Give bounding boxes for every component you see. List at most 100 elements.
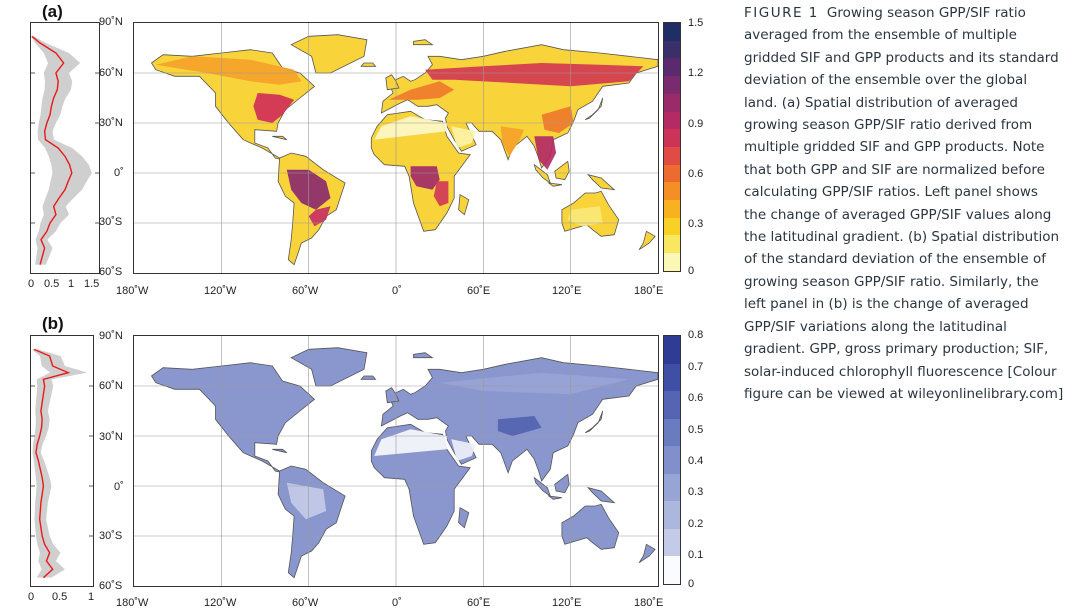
panel-b-colorbar [663,335,681,585]
map-region-congo [410,166,440,190]
colorbar-label: 0.1 [688,549,704,561]
colorbar-label: 0.2 [688,518,704,530]
lon-tick: 0˚ [392,597,402,609]
map-region-south-brazil [308,206,331,227]
land-newGuinea [586,173,616,191]
x-tick: 0.5 [52,591,68,603]
graticule [134,336,658,586]
land-japan [584,97,604,121]
land-cuba [272,135,288,141]
lat-tick: 90˚N [99,330,123,342]
map-region-central-asia [497,416,542,436]
map-region-arabia [451,439,477,461]
land-southAmerica [277,465,346,579]
lon-tick: 180˚W [116,285,149,297]
map-region-australia-inland [567,206,603,227]
lon-tick: 120˚W [204,597,237,609]
map-region-east-africa [433,181,449,207]
lon-tick: 180˚W [116,597,149,609]
colorbar-label: 0.6 [688,392,704,404]
colorbar-label: 0.8 [688,329,704,341]
lon-tick: 60˚W [292,597,319,609]
colorbar-segment [664,129,680,147]
lat-tick: 30˚S [99,216,123,228]
colorbar-segment [664,23,680,41]
map-region-siberia [425,63,644,87]
map-region-northern-belt [155,56,302,85]
colorbar-segment [664,473,680,502]
x-tick: 1 [68,278,75,290]
land-madagascar [458,507,470,529]
colorbar-label: 0.3 [688,218,704,230]
mean-profile-line [33,348,71,579]
colorbar-label: 0.7 [688,361,704,373]
colorbar-label: 1.2 [688,67,704,79]
colorbar-label: 1.5 [688,17,704,29]
lon-tick: 60˚E [467,285,491,297]
colorbar-segment [664,93,680,112]
panel-a-map [133,22,659,274]
uncertainty-band [31,349,88,578]
colorbar-segment [664,182,680,201]
lon-tick: 180˚E [634,597,664,609]
figure-caption: FIGURE 1 Growing season GPP/SIF ratio ave… [744,2,1064,405]
colorbar-segment [664,528,680,557]
mean-profile-line [31,35,73,265]
colorbar-segment [664,501,680,529]
colorbar-segment [664,200,680,218]
colorbar-segment [664,391,680,419]
land-svalbard [413,39,434,46]
colorbar-label: 0.5 [688,424,704,436]
lat-tick: 30˚N [99,117,123,129]
map-region-siberia [439,372,629,395]
figure-label: FIGURE 1 [744,5,819,21]
lon-tick: 60˚E [467,597,491,609]
map-region-europe [388,81,455,100]
lat-tick: 30˚S [99,530,123,542]
land-java [547,182,562,187]
land-iceland [360,62,377,67]
lat-tick: 0˚ [114,481,124,493]
land-newZealand [638,230,656,251]
lon-tick: 60˚W [292,285,319,297]
panel-b-map [133,335,659,587]
colorbar-label: 0.9 [688,118,704,130]
panel-a-label: (a) [42,2,63,21]
colorbar-label: 0 [688,265,695,277]
colorbar-label: 0 [688,578,695,590]
lon-tick: 0˚ [392,285,402,297]
land-greenland [290,34,368,74]
lon-tick: 120˚W [204,285,237,297]
panel-a-colorbar [663,22,681,272]
map-region-sahara [374,116,447,140]
land-newGuinea [586,486,616,504]
lat-tick: 60˚S [99,580,123,592]
colorbar-segment [664,446,680,474]
graticule [134,23,658,273]
lat-tick: 60˚N [99,380,123,392]
colorbar-segment [664,556,680,584]
panel-b-latitude-profile [30,335,94,587]
colorbar-label: 0.4 [688,455,704,467]
map-region-india [500,126,525,157]
map-region-china [541,106,574,133]
caption-text: Growing season GPP/SIF ratio averaged fr… [744,5,1064,402]
lat-tick: 90˚N [99,16,123,28]
land-cuba [272,448,288,454]
colorbar-segment [664,58,680,77]
map-region-arabia [451,126,477,148]
lat-tick: 30˚N [99,431,123,443]
land-java [547,495,562,500]
land-japan [584,410,604,434]
panel-b-label: (b) [42,314,64,333]
value-regions [155,56,644,227]
land-northAmerica [150,362,316,474]
colorbar-label: 0.6 [688,168,704,180]
land-newZealand [638,543,656,564]
colorbar-segment [664,40,680,59]
land-svalbard [413,352,434,359]
land-greenland [290,347,368,387]
x-tick: 0 [28,278,35,290]
land-australia [561,503,620,550]
lat-tick: 60˚N [99,67,123,79]
